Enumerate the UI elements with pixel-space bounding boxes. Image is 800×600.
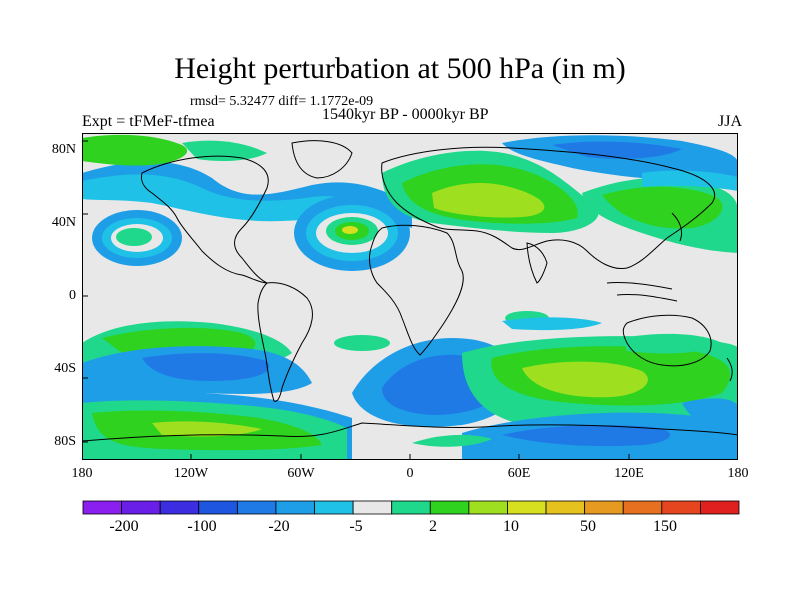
colorbar-swatch bbox=[545, 500, 586, 515]
season-label: JJA bbox=[717, 113, 742, 130]
coastline-new-zealand bbox=[726, 357, 733, 382]
lat-label-40s: 40S bbox=[54, 361, 76, 376]
contour-yellowgreen-eurasia bbox=[432, 183, 545, 218]
coastline-india bbox=[526, 242, 548, 284]
colorbar-swatch bbox=[622, 500, 663, 515]
colorbar-swatch bbox=[468, 500, 508, 515]
colorbar-swatch bbox=[661, 500, 701, 515]
contour-yellowgreen-south-indian bbox=[522, 361, 648, 398]
lon-label-180-right: 180 bbox=[727, 466, 749, 481]
colorbar-label-neg100: -100 bbox=[187, 518, 217, 535]
height-perturbation-map bbox=[82, 133, 738, 460]
contour-teal-arctic bbox=[182, 140, 267, 161]
lat-label-40n: 40N bbox=[51, 215, 76, 230]
axis-ticks bbox=[82, 140, 630, 460]
colorbar-swatch bbox=[507, 500, 547, 515]
contour-midblue-south-pacific bbox=[142, 353, 270, 381]
coastlines bbox=[82, 140, 738, 442]
lon-label-60e: 60E bbox=[507, 466, 531, 481]
colorbar-label-2: 2 bbox=[429, 518, 437, 535]
colorbar-swatch bbox=[429, 500, 470, 515]
lat-label-80s: 80S bbox=[54, 434, 76, 449]
coastline-indonesia bbox=[606, 281, 678, 302]
colorbar-label-50: 50 bbox=[580, 518, 596, 535]
colorbar bbox=[82, 500, 740, 515]
colorbar-swatch bbox=[121, 500, 161, 515]
colorbar-label-neg200: -200 bbox=[109, 518, 139, 535]
coastline-north-america bbox=[141, 155, 269, 284]
colorbar-label-neg5: -5 bbox=[349, 518, 363, 535]
colorbar-label-neg20: -20 bbox=[268, 518, 290, 535]
colorbar-swatch bbox=[584, 500, 624, 515]
contour-midblue-antarctic-right bbox=[502, 425, 671, 447]
colorbar-swatch bbox=[391, 500, 431, 515]
colorbar-swatch bbox=[352, 500, 393, 515]
contour-yellowgreen-antarctic-left bbox=[152, 421, 262, 437]
lon-label-0: 0 bbox=[406, 466, 414, 481]
colorbar-swatch bbox=[236, 500, 277, 515]
colorbar-swatch bbox=[159, 500, 200, 515]
colorbar-swatch bbox=[198, 500, 238, 515]
coastline-south-america bbox=[257, 282, 313, 402]
contour-lightblue-indian bbox=[502, 317, 602, 331]
coastline-greenland bbox=[291, 140, 353, 179]
contour-lightblue-wpacific bbox=[642, 170, 738, 191]
colorbar-swatch bbox=[275, 500, 315, 515]
contour-teal-midatlantic bbox=[334, 335, 390, 351]
period-text: 1540kyr BP - 0000kyr BP bbox=[322, 106, 489, 123]
contour-green-pacific bbox=[602, 186, 723, 229]
colorbar-label-10: 10 bbox=[503, 518, 519, 535]
contour-teal-sw-australia bbox=[622, 333, 722, 354]
lon-label-120w: 120W bbox=[173, 466, 209, 481]
contour-green-arctic bbox=[82, 134, 188, 166]
stats-text: rmsd= 5.32477 diff= 1.1772e-09 bbox=[190, 94, 374, 109]
lat-label-0: 0 bbox=[69, 288, 76, 303]
coastline-africa bbox=[369, 224, 464, 356]
contour-teal-antarctic-right bbox=[412, 434, 492, 447]
contour-yellow-atlantic bbox=[342, 226, 358, 234]
map-title: Height perturbation at 500 hPa (in m) bbox=[174, 52, 626, 85]
lon-label-60w: 60W bbox=[287, 466, 315, 481]
coastline-eurasia bbox=[381, 146, 715, 270]
colorbar-swatch bbox=[700, 500, 740, 515]
contour-midblue-siberia bbox=[552, 141, 682, 159]
coastline-antarctica bbox=[82, 422, 738, 442]
coastline-australia bbox=[622, 314, 712, 367]
lon-label-180-left: 180 bbox=[71, 466, 93, 481]
contour-teal-nepacific bbox=[116, 228, 152, 246]
colorbar-swatch bbox=[314, 500, 354, 515]
experiment-label: Expt = tFMeF-tfmea bbox=[82, 113, 215, 130]
coastline-japan bbox=[671, 212, 683, 242]
lon-label-120e: 120E bbox=[614, 466, 644, 481]
lat-label-80n: 80N bbox=[51, 142, 76, 157]
colorbar-label-150: 150 bbox=[653, 518, 677, 535]
colorbar-swatch bbox=[82, 500, 122, 515]
